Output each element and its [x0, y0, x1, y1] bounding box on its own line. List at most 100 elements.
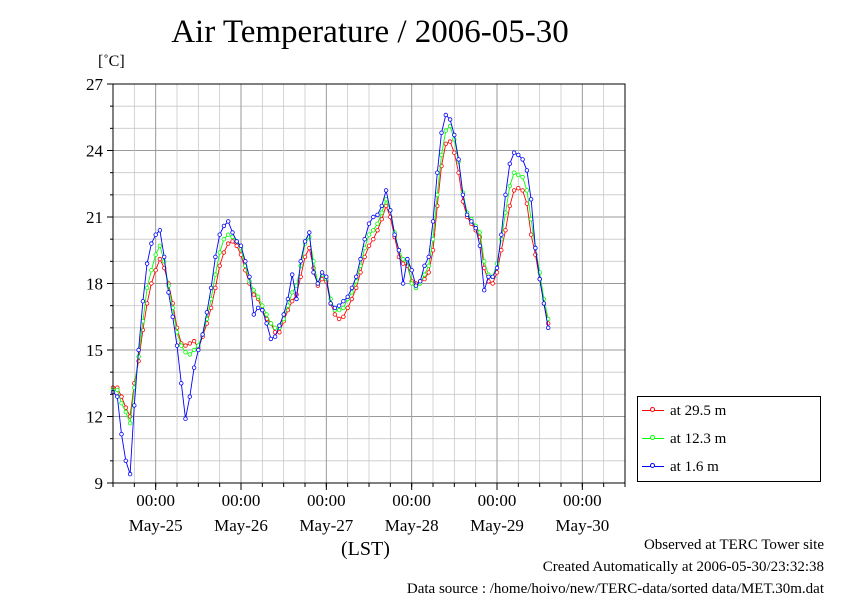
data-point [507, 203, 512, 209]
data-point [191, 365, 197, 370]
data-point [290, 299, 295, 304]
data-point [234, 239, 239, 244]
data-point [439, 130, 444, 135]
data-point [524, 188, 530, 193]
x-tick-date-label: May-28 [385, 516, 439, 535]
data-point [268, 321, 274, 326]
data-point [119, 401, 124, 406]
data-point [157, 228, 163, 233]
data-point [345, 305, 350, 311]
legend-swatch-1-6m [642, 457, 664, 477]
x-tick-time-label: 00:00 [222, 491, 261, 510]
data-point [225, 219, 231, 224]
data-point [383, 188, 389, 193]
data-point [153, 268, 158, 273]
data-point [371, 214, 376, 220]
data-point [464, 212, 470, 217]
y-tick-label: 15 [86, 341, 103, 360]
data-point [516, 185, 521, 191]
data-point [345, 294, 350, 299]
data-point [503, 210, 508, 215]
data-point [371, 236, 376, 242]
legend: at 29.5 m at 12.3 m at 1.6 m [637, 396, 821, 482]
data-point [511, 188, 517, 193]
x-tick-time-label: 00:00 [392, 491, 431, 510]
series-layer [110, 112, 551, 477]
legend-label-29-5m: at 29.5 m [670, 402, 727, 419]
data-point [144, 301, 150, 306]
data-point [490, 281, 495, 286]
data-point [281, 312, 286, 317]
data-point [311, 270, 316, 275]
data-point [234, 243, 239, 248]
data-point [366, 232, 372, 237]
data-point [362, 254, 367, 260]
data-point [179, 343, 184, 348]
data-point [307, 230, 312, 235]
data-point [336, 316, 342, 322]
legend-swatch-29-5m [642, 401, 664, 421]
data-point [503, 192, 508, 197]
data-point [341, 305, 346, 311]
data-point [405, 256, 410, 262]
data-point [362, 236, 367, 242]
x-axis-label: (LST) [341, 538, 390, 560]
y-tick-label: 24 [86, 142, 104, 161]
y-tick-label: 9 [95, 474, 104, 493]
y-tick-label: 18 [86, 275, 103, 294]
data-point [486, 274, 491, 279]
data-point [200, 332, 205, 337]
data-point [268, 336, 274, 342]
data-point [251, 292, 256, 297]
data-point [336, 303, 342, 308]
data-point [319, 270, 325, 275]
data-point [482, 288, 487, 293]
data-point [354, 274, 359, 279]
data-point [324, 274, 329, 279]
data-point [225, 241, 231, 246]
data-point [127, 421, 133, 426]
data-point [354, 285, 359, 291]
series-line [112, 114, 549, 475]
chart-title: Air Temperature / 2006-05-30 [171, 14, 569, 50]
series-3 [110, 112, 551, 477]
data-point [127, 471, 133, 477]
data-point [247, 274, 252, 279]
data-point [243, 259, 248, 264]
data-point [123, 458, 128, 463]
data-point [452, 132, 457, 138]
data-point [153, 232, 158, 237]
data-point [349, 296, 355, 302]
data-point [375, 221, 380, 226]
data-point [208, 285, 214, 291]
data-point [499, 232, 504, 237]
data-point [482, 265, 487, 271]
data-point [221, 236, 227, 242]
data-point [375, 228, 380, 233]
data-point [170, 314, 175, 319]
data-point [422, 263, 427, 268]
data-point [260, 303, 265, 308]
data-point [443, 141, 448, 146]
data-point [290, 272, 295, 277]
data-point [469, 219, 474, 224]
data-point [294, 296, 299, 302]
legend-label-1-6m: at 1.6 m [670, 458, 719, 475]
data-point [426, 254, 431, 260]
data-point [524, 201, 530, 206]
data-point [217, 263, 222, 268]
tick-layer [107, 83, 626, 490]
data-point [473, 225, 478, 231]
legend-entry-1-6m: at 1.6 m [638, 457, 820, 477]
data-point [336, 307, 342, 313]
data-point [213, 254, 218, 260]
data-point [166, 290, 171, 295]
data-point [456, 157, 461, 162]
data-point [503, 228, 508, 233]
x-tick-time-label: 00:00 [136, 491, 175, 510]
y-tick-label: 12 [86, 408, 103, 427]
data-point [460, 192, 466, 197]
data-point [298, 259, 303, 264]
data-point [187, 394, 192, 399]
data-point [418, 279, 423, 284]
